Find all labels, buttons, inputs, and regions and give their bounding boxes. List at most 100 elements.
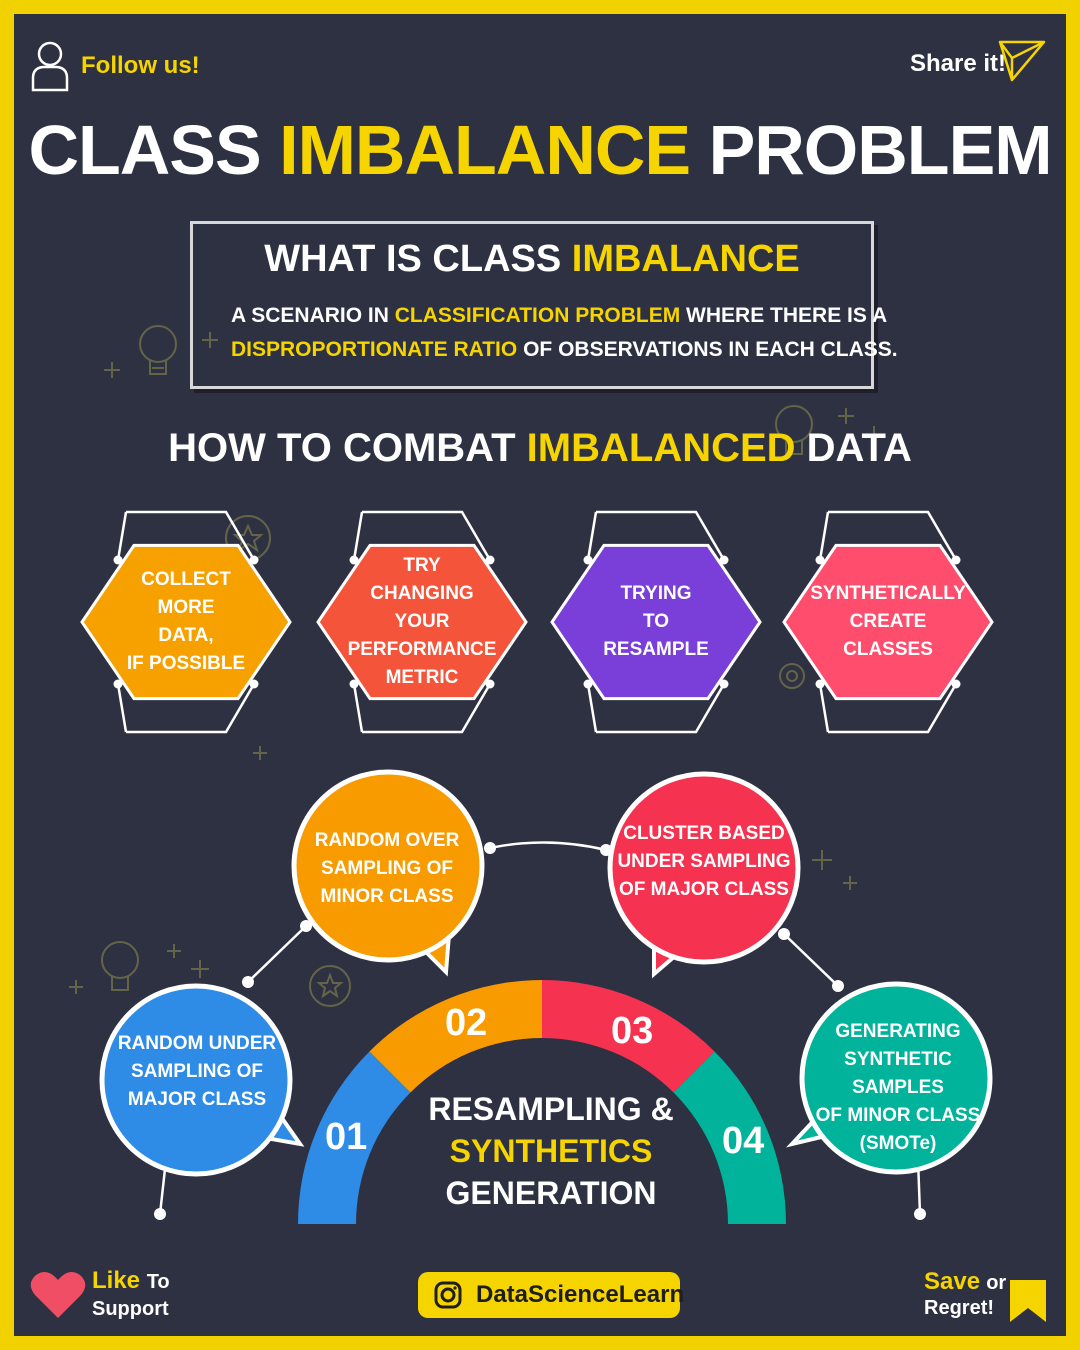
title-part-2: IMBALANCE bbox=[279, 111, 691, 189]
bookmark-icon[interactable] bbox=[1008, 1278, 1048, 1324]
hexagon-label: SYNTHETICALLY CREATE CLASSES bbox=[798, 580, 978, 664]
handle-text: DataScienceLearn bbox=[476, 1281, 685, 1308]
star-bubble-icon bbox=[309, 965, 351, 1007]
bubble-line: MAJOR CLASS bbox=[127, 1089, 267, 1110]
connector-line bbox=[489, 841, 607, 852]
arc-segment bbox=[369, 980, 542, 1093]
frame-dot bbox=[113, 555, 123, 565]
like-word: Like bbox=[92, 1267, 141, 1294]
bubble-line: (SMOTe) bbox=[859, 1133, 937, 1154]
bubble-line: MINOR CLASS bbox=[320, 886, 454, 907]
combat-heading-part-2: IMBALANCED bbox=[526, 426, 796, 470]
lightbulb-icon bbox=[139, 325, 177, 375]
user-icon[interactable] bbox=[30, 40, 70, 92]
hexagon-label: TRY CHANGING YOUR PERFORMANCE METRIC bbox=[332, 552, 512, 692]
bubble-line: SAMPLING OF bbox=[321, 858, 453, 879]
bubble-text-2: RANDOM OVER SAMPLING OF MINOR CLASS bbox=[292, 827, 482, 911]
frame-dot bbox=[815, 555, 825, 565]
bubble-text-1: RANDOM UNDER SAMPLING OF MAJOR CLASS bbox=[102, 1030, 292, 1114]
hexagon-label: TRYING TO RESAMPLE bbox=[566, 580, 746, 664]
hexagon-label-line: MORE bbox=[157, 597, 215, 618]
segment-number: 01 bbox=[325, 1116, 368, 1158]
follow-us-link[interactable]: Follow us! bbox=[81, 52, 200, 79]
sparkle-icon bbox=[843, 876, 857, 890]
strategy-hexagon bbox=[782, 510, 994, 734]
heart-icon[interactable] bbox=[30, 1270, 86, 1320]
support-word: Support bbox=[92, 1298, 169, 1320]
hexagon-shape bbox=[550, 543, 762, 701]
bubble-text-3: CLUSTER BASED UNDER SAMPLING OF MAJOR CL… bbox=[606, 820, 802, 904]
handle-badge[interactable]: DataScienceLearn bbox=[418, 1272, 684, 1318]
frame-dot bbox=[249, 679, 259, 689]
definition-text: A SCENARIO IN bbox=[231, 304, 389, 327]
gear-icon bbox=[779, 663, 805, 689]
arc-segment bbox=[673, 1051, 786, 1224]
definition-text: WHERE THERE IS A bbox=[686, 304, 888, 327]
connector-dot bbox=[300, 920, 312, 932]
like-to-support[interactable]: Like To Support bbox=[92, 1268, 170, 1322]
hexagon-shape bbox=[782, 543, 994, 701]
bubble-line: CLUSTER BASED bbox=[623, 823, 785, 844]
frame-dot bbox=[719, 555, 729, 565]
hexagon-label-line: DATA, bbox=[158, 625, 214, 646]
send-icon[interactable] bbox=[998, 40, 1048, 84]
regret-word: Regret! bbox=[924, 1297, 995, 1319]
sparkle-icon bbox=[167, 944, 181, 958]
bubble-fill bbox=[613, 777, 795, 959]
frame-dot bbox=[951, 679, 961, 689]
sparkle-icon bbox=[253, 746, 267, 760]
resampling-center-text: RESAMPLING & SYNTHETICS GENERATION bbox=[406, 1088, 696, 1214]
connector-dot bbox=[484, 842, 496, 854]
save-or-regret[interactable]: Save or Regret! bbox=[924, 1270, 1006, 1320]
hexagon-label-line: CHANGING bbox=[370, 583, 474, 604]
connector-dot bbox=[914, 1208, 926, 1220]
sparkle-icon bbox=[864, 426, 884, 446]
bubble-line: SAMPLING OF bbox=[131, 1061, 263, 1082]
connector-dot bbox=[154, 1208, 166, 1220]
sparkle-icon bbox=[838, 408, 854, 424]
hexagon-label-line: COLLECT bbox=[141, 569, 231, 590]
resampling-arc bbox=[99, 769, 993, 1224]
combat-heading-part-3: DATA bbox=[806, 426, 912, 470]
connector-dot bbox=[242, 976, 254, 988]
title-part-3: PROBLEM bbox=[708, 111, 1053, 189]
bubble-line: OF MAJOR CLASS bbox=[619, 879, 789, 900]
sparkle-icon bbox=[202, 332, 218, 348]
center-line-1: RESAMPLING & bbox=[428, 1091, 674, 1127]
sparkle-icon bbox=[812, 850, 832, 870]
arc-segment bbox=[298, 1051, 411, 1224]
strategy-hexagon bbox=[316, 510, 528, 734]
hexagon-label: COLLECT MORE DATA, IF POSSIBLE bbox=[96, 566, 276, 678]
sparkle-icon bbox=[69, 980, 83, 994]
segment-number: 03 bbox=[611, 1010, 654, 1052]
strategy-hexagon bbox=[80, 510, 292, 734]
bubble-line: RANDOM UNDER bbox=[117, 1033, 277, 1054]
combat-heading-part-1: HOW TO COMBAT bbox=[168, 426, 516, 470]
bubble-line: GENERATING bbox=[835, 1021, 961, 1042]
bubble-fill bbox=[297, 775, 479, 957]
definition-box: WHAT IS CLASS IMBALANCE A SCENARIO IN CL… bbox=[190, 221, 898, 389]
frame-dot bbox=[113, 679, 123, 689]
bubble-line: RANDOM OVER bbox=[314, 830, 460, 851]
strategy-hexagon bbox=[550, 510, 762, 734]
hexagon-label-line: RESAMPLE bbox=[603, 639, 709, 660]
connector-dot bbox=[778, 928, 790, 940]
connector-dot bbox=[832, 980, 844, 992]
definition-line-1: A SCENARIO IN CLASSIFICATION PROBLEM WHE… bbox=[231, 304, 887, 328]
frame-dot bbox=[349, 679, 359, 689]
hexagon-label-line: CREATE bbox=[849, 611, 927, 632]
hexagon-label-line: TRY bbox=[403, 555, 441, 576]
definition-text: OF OBSERVATIONS IN EACH CLASS. bbox=[523, 338, 898, 361]
hexagon-frame bbox=[352, 510, 492, 734]
definition-heading: WHAT IS CLASS IMBALANCE bbox=[193, 238, 871, 281]
definition-heading-part-2: IMBALANCE bbox=[571, 238, 800, 280]
frame-dot bbox=[485, 555, 495, 565]
hexagon-label-line: PERFORMANCE bbox=[347, 639, 497, 660]
hexagon-label-line: YOUR bbox=[394, 611, 450, 632]
save-word: Save bbox=[924, 1268, 981, 1295]
frame-dot bbox=[583, 679, 593, 689]
share-link[interactable]: Share it! bbox=[910, 50, 1007, 77]
hexagon-label-line: TRYING bbox=[620, 583, 692, 604]
bubble-text-4: GENERATING SYNTHETIC SAMPLES OF MINOR CL… bbox=[800, 1018, 996, 1158]
or-word: or bbox=[986, 1272, 1007, 1294]
